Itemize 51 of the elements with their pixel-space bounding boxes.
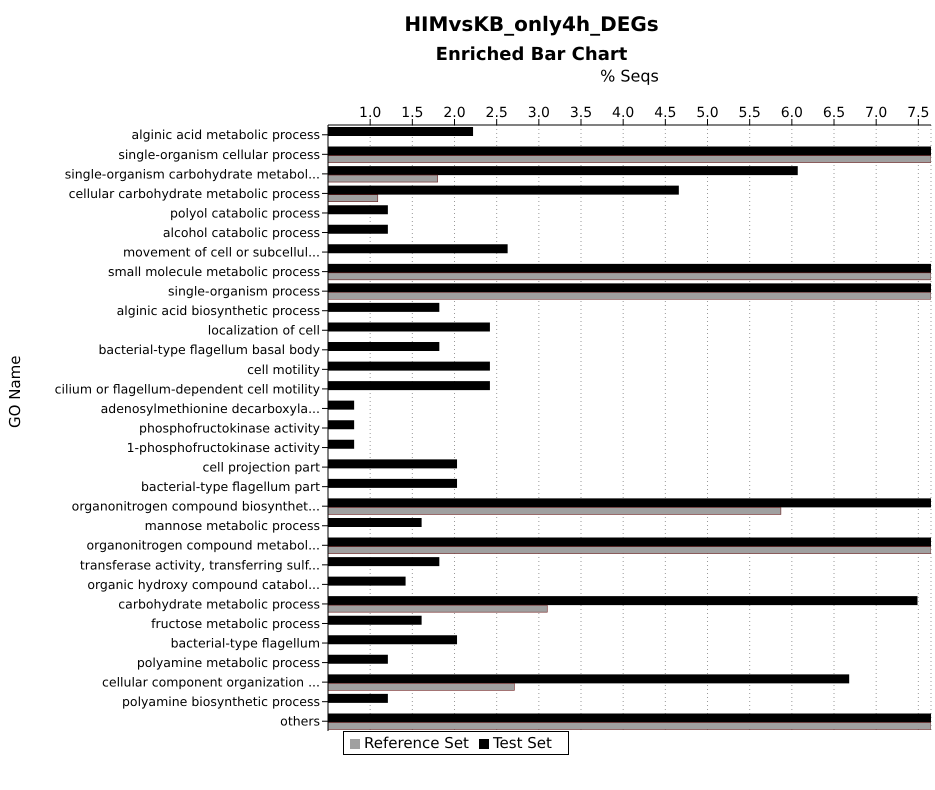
y-tick-label: small molecule metabolic process bbox=[108, 264, 320, 280]
y-tick-label: transferase activity, transferring sulf... bbox=[80, 557, 320, 572]
chart-title: HIMvsKB_only4h_DEGs bbox=[403, 11, 660, 36]
x-tick-label: 6.5 bbox=[822, 105, 846, 121]
x-tick-label: 5.5 bbox=[738, 105, 761, 121]
x-tick-label: 4.5 bbox=[654, 105, 676, 121]
y-tick-label: movement of cell or subcellul... bbox=[122, 244, 320, 260]
x-tick-label: 4.0 bbox=[612, 105, 634, 121]
y-tick-label: organic hydroxy compound catabol... bbox=[87, 576, 320, 592]
chart-subtitle: Enriched Bar Chart bbox=[434, 44, 628, 65]
x-tick-label: 5.0 bbox=[696, 105, 719, 121]
y-tick-label: polyamine biosynthetic process bbox=[122, 694, 320, 710]
legend-label: Reference Set bbox=[364, 734, 469, 752]
y-tick-label: carbohydrate metabolic process bbox=[118, 596, 320, 612]
y-tick-label: 1-phosphofructokinase activity bbox=[126, 440, 321, 455]
y-tick-label: localization of cell bbox=[208, 322, 320, 338]
y-axis-title: GO Name bbox=[6, 356, 24, 428]
y-tick-label: alginic acid metabolic process bbox=[131, 127, 320, 142]
y-tick-label: cellular component organization ... bbox=[102, 674, 320, 690]
y-tick-label: single-organism process bbox=[168, 284, 320, 299]
y-tick-label: polyamine metabolic process bbox=[136, 655, 320, 670]
y-tick-label: fructose metabolic process bbox=[151, 616, 320, 631]
y-tick-label: mannose metabolic process bbox=[144, 518, 320, 534]
y-tick-label: polyol catabolic process bbox=[170, 205, 320, 220]
y-tick-label: cell projection part bbox=[202, 460, 320, 475]
x-tick-label: 1.0 bbox=[359, 105, 382, 121]
x-tick-label: 3.5 bbox=[570, 105, 592, 121]
y-tick-label: phosphofructokinase activity bbox=[139, 420, 321, 436]
y-tick-label: cell motility bbox=[247, 362, 321, 377]
y-tick-label: bacterial-type flagellum basal body bbox=[98, 342, 321, 358]
y-tick-label: cilium or flagellum-dependent cell motility bbox=[54, 381, 321, 396]
x-tick-label: 7.0 bbox=[865, 105, 888, 121]
x-tick-label: 6.0 bbox=[780, 105, 803, 121]
y-tick-label: bacterial-type flagellum bbox=[170, 635, 320, 650]
y-tick-label: alginic acid biosynthetic process bbox=[116, 303, 320, 318]
y-tick-label: others bbox=[280, 714, 320, 729]
y-tick-label: cellular carbohydrate metabolic process bbox=[68, 186, 320, 201]
legend-label: Test Set bbox=[492, 734, 552, 752]
y-tick-label: single-organism cellular process bbox=[118, 146, 320, 162]
x-tick-label: 7.5 bbox=[907, 105, 930, 121]
y-tick-label: single-organism carbohydrate metabol... bbox=[64, 166, 320, 182]
y-tick-label: bacterial-type flagellum part bbox=[140, 479, 320, 494]
y-tick-label: alcohol catabolic process bbox=[162, 224, 320, 240]
x-tick-label: 2.0 bbox=[443, 105, 466, 121]
y-tick-label: organonitrogen compound biosynthet... bbox=[72, 498, 320, 514]
x-tick-label: 2.5 bbox=[486, 105, 508, 121]
x-tick-label: 3.0 bbox=[528, 105, 550, 121]
y-tick-label: organonitrogen compound metabol... bbox=[86, 538, 320, 553]
x-tick-label: 1.5 bbox=[401, 105, 424, 121]
y-tick-label: adenosylmethionine decarboxyla... bbox=[100, 400, 320, 416]
x-axis-title: % Seqs bbox=[600, 66, 659, 86]
